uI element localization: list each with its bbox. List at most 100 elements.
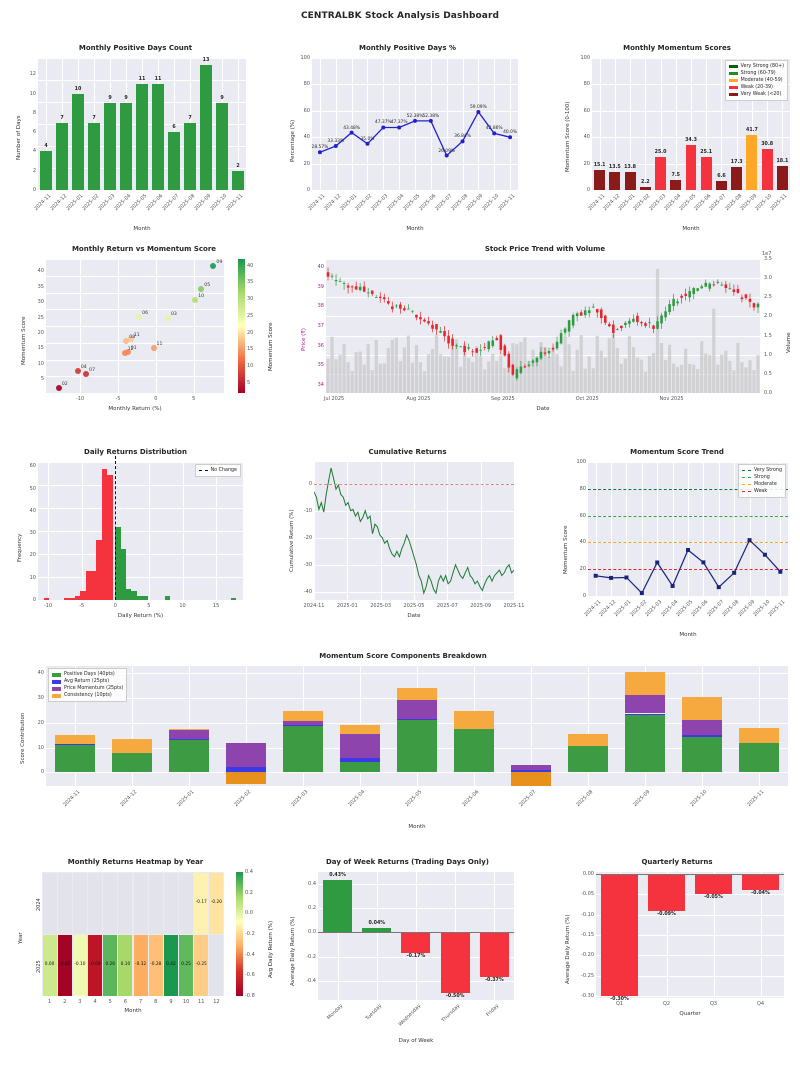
stacked-segment — [282, 720, 323, 726]
zero-line — [596, 874, 784, 876]
y-axis-tick: 80 — [303, 81, 310, 88]
x-axis-tick: 12 — [213, 999, 220, 1005]
scatter-point-label: 06 — [142, 311, 149, 317]
bar-value-label: 34.3 — [685, 137, 697, 143]
gridline-horizontal — [326, 336, 760, 337]
gridline-horizontal — [588, 596, 788, 597]
stacked-segment — [625, 671, 666, 695]
gridline-horizontal — [326, 393, 760, 394]
bar — [609, 172, 621, 190]
heatmap-cell — [57, 872, 72, 934]
legend-label: Moderate — [753, 482, 777, 487]
y2-axis-exponent: 1e7 — [762, 251, 772, 257]
y-axis-label: Year — [18, 932, 24, 944]
legend-item: Weak (20-39) — [728, 84, 784, 91]
x-axis-tick: 5 — [192, 396, 196, 402]
zero-line — [314, 483, 514, 485]
y-axis-tick: 30 — [29, 530, 36, 537]
scatter-point-label: 01 — [130, 346, 137, 352]
x-axis-label: Date — [536, 406, 550, 412]
legend-swatch — [52, 686, 61, 691]
bar-value-label: 18.1 — [776, 159, 789, 165]
gridline-vertical — [688, 462, 689, 596]
y-axis-tick: 25 — [37, 314, 44, 321]
y-axis-tick: 30 — [37, 299, 44, 306]
legend-item: Strong — [741, 474, 782, 481]
plot-area — [596, 872, 784, 998]
heatmap-value: -0.17 — [195, 900, 207, 905]
y-axis-tick: -40 — [303, 588, 312, 595]
chart-legend: Very Strong (80+) Strong (60-79) Moderate … — [724, 60, 788, 101]
stacked-segment — [282, 725, 323, 727]
histogram-bar — [80, 591, 86, 600]
x-axis-tick: 8 — [154, 999, 158, 1005]
bar-value-label: 2 — [236, 163, 240, 169]
cumulative-return-line — [314, 467, 514, 596]
bar-value-label: 0.43% — [329, 873, 346, 879]
legend-item: Strong (60-79) — [728, 70, 784, 77]
y-axis-label: Cumulative Return (%) — [289, 509, 295, 572]
panel-daily-returns-distribution: Daily Returns Distribution No Change 0 10 2… — [8, 448, 263, 640]
colorbar-tick: 5 — [247, 379, 251, 386]
y-axis-tick: 0 — [32, 597, 36, 603]
scatter-point — [124, 349, 131, 356]
y2-axis-tick: 3.5 — [764, 256, 772, 262]
y-axis-tick: 0 — [582, 593, 586, 599]
heatmap-cell — [209, 872, 224, 934]
legend-label: Very Strong — [753, 468, 782, 473]
legend-item: Positive Days (40pts) — [52, 671, 123, 678]
legend-item: Very Strong — [741, 467, 782, 474]
stacked-segment — [282, 726, 323, 773]
panel-quarterly-returns: Quarterly Returns -0.30% -0.09% -0.05% -0.0… — [552, 858, 800, 1053]
gridline-vertical — [765, 462, 766, 596]
gridline-horizontal — [326, 374, 760, 375]
x-axis-tick: Tuesday — [364, 1003, 384, 1022]
y-axis-tick: 39 — [317, 283, 324, 290]
y-axis-tick: 37 — [317, 323, 324, 329]
gridline-vertical — [149, 462, 150, 600]
x-axis-tick: Friday — [485, 1003, 501, 1018]
stacked-segment — [511, 765, 552, 770]
plot-area: Positive Days (40pts) Avg Return (25pts) P… — [46, 666, 788, 786]
x-axis-tick: -10 — [75, 396, 85, 402]
x-axis-tick: 5 — [108, 999, 112, 1005]
heatmap-cell — [72, 934, 87, 996]
heatmap-cell — [179, 934, 194, 996]
bar — [670, 180, 682, 190]
x-axis-tick: -10 — [43, 603, 53, 609]
y-axis-label: Score Contribution — [20, 712, 26, 764]
dashboard-title: CENTRALBK Stock Analysis Dashboard — [300, 11, 500, 21]
heatmap-cell — [72, 872, 87, 934]
y-axis-tick: 0.4 — [308, 881, 316, 888]
candlestick-series — [326, 267, 760, 393]
gridline-vertical — [657, 462, 658, 596]
heatmap-value: -0.10 — [74, 962, 86, 967]
x-axis-tick: 2025-11 — [503, 603, 525, 609]
y2-axis-tick: 0.5 — [764, 370, 772, 377]
stacked-segment — [397, 687, 437, 700]
y-axis-tick: 60 — [583, 107, 590, 114]
bar — [40, 151, 52, 190]
stacked-segment — [511, 772, 552, 786]
colorbar-label: Avg Daily Return (%) — [268, 920, 274, 978]
y-axis-label: Average Daily Return (%) — [565, 914, 571, 984]
y-axis-tick: 40 — [579, 539, 586, 546]
x-axis-label: Day of Week — [398, 1038, 434, 1044]
y-axis-tick: -0.05 — [581, 891, 594, 898]
gridline-vertical — [588, 666, 589, 786]
legend-label: Positive Days (40pts) — [64, 672, 115, 677]
legend-label: Strong (60-79) — [740, 71, 776, 76]
chart-title: Monthly Momentum Scores — [623, 44, 731, 52]
y-axis-label: Average Daily Return (%) — [290, 916, 296, 986]
bar-value-label: 17.3 — [730, 160, 743, 166]
legend-item: Weak — [741, 488, 782, 495]
plot-area: Very Strong Strong Moderate Weak — [588, 462, 788, 597]
legend-label: Very Weak (<20) — [740, 92, 782, 97]
legend-label: No Change — [210, 468, 237, 473]
panel-momentum-score-trend: Momentum Score Trend Very Strong Strong Mo… — [552, 448, 800, 640]
scatter-point — [192, 296, 199, 303]
scatter-point-label: 03 — [170, 311, 177, 317]
panel-monthly-positive-days-pct: Monthly Positive Days % 28.57% 33.33% 43.4… — [280, 44, 535, 232]
y-axis-label: Momentum Score — [21, 316, 27, 366]
y-axis-tick: 15 — [37, 345, 44, 352]
